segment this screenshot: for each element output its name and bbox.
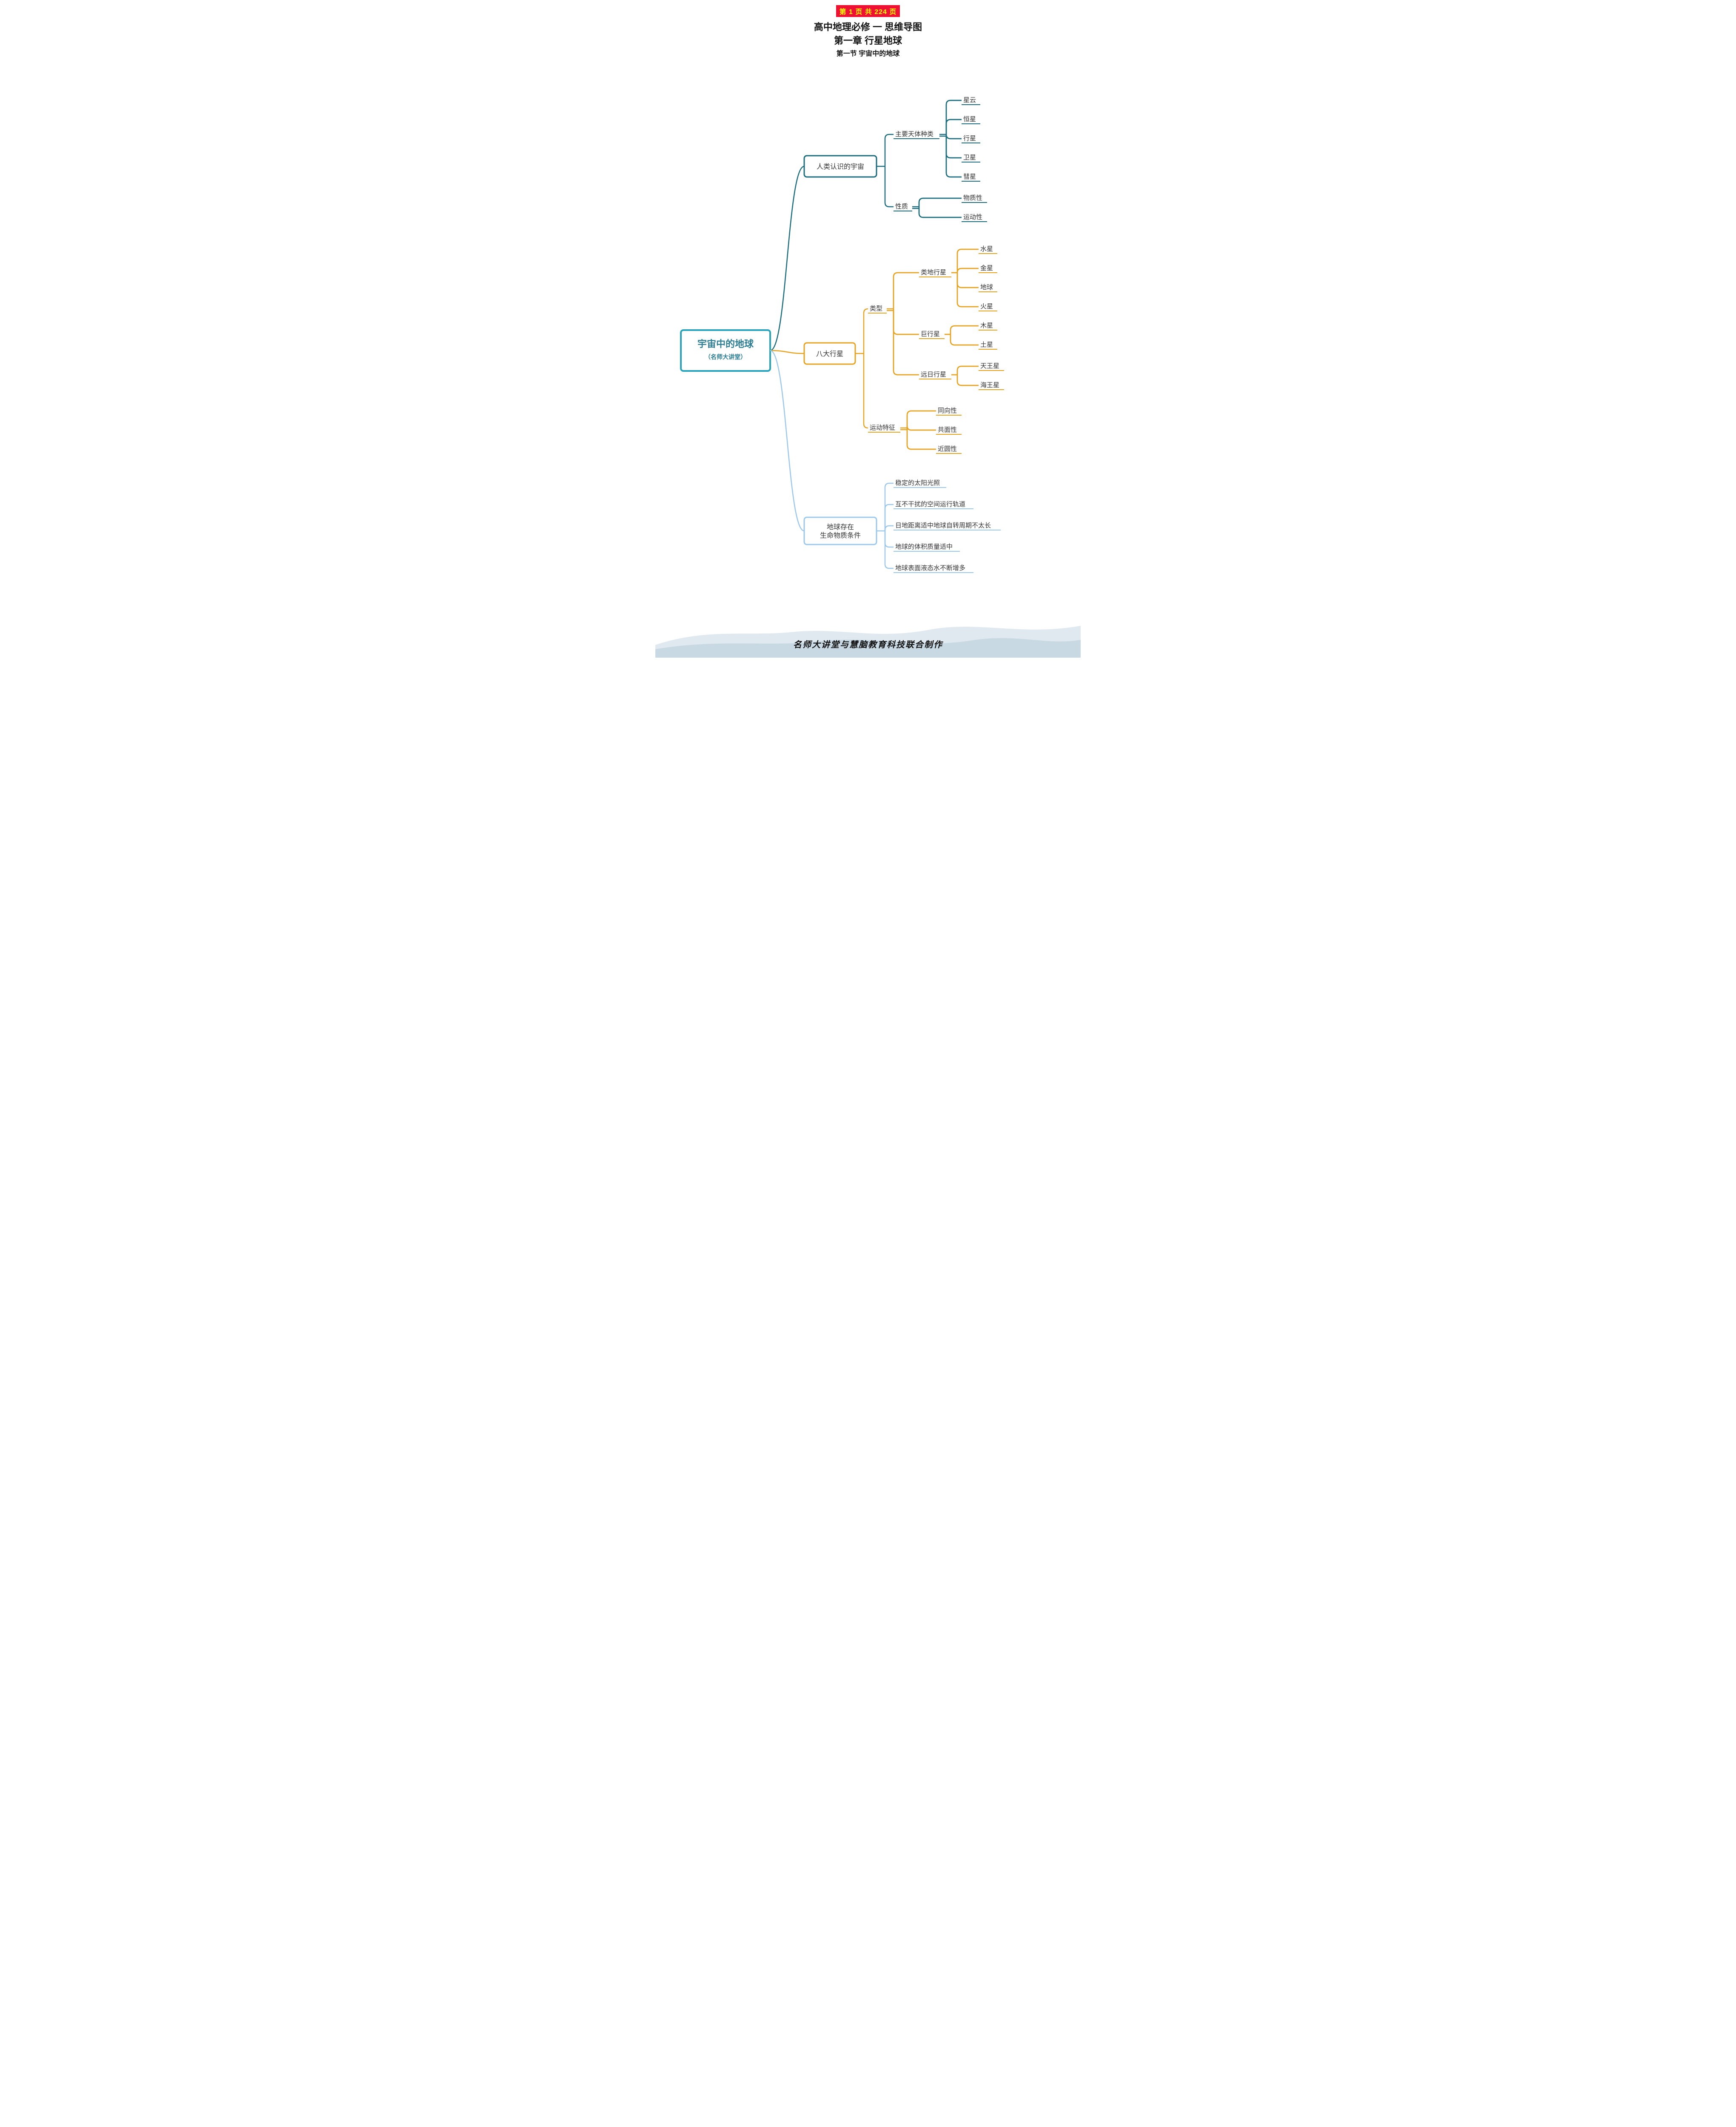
- connector: [946, 136, 962, 177]
- root-subtitle: （名师大讲堂）: [705, 354, 746, 360]
- connector: [957, 366, 979, 375]
- connector: [946, 100, 962, 136]
- header: 高中地理必修 一 思维导图 第一章 行星地球 第一节 宇宙中的地球: [655, 20, 1081, 58]
- leaf-label: 行星: [963, 135, 976, 142]
- branch-label: 人类认识的宇宙: [817, 163, 864, 171]
- leaf-label: 金星: [980, 265, 993, 272]
- leaf-label: 彗星: [963, 173, 976, 180]
- leaf-label: 运动性: [963, 214, 982, 221]
- connector: [770, 351, 804, 354]
- leaf-label: 互不干扰的空间运行轨道: [895, 501, 965, 508]
- footer: 名师大讲堂与慧脑教育科技联合制作: [655, 607, 1081, 658]
- branch-label: 生命物质条件: [820, 532, 861, 539]
- leaf-label: 类地行星: [921, 269, 946, 276]
- connector: [864, 354, 868, 428]
- connector: [894, 273, 919, 309]
- leaf-label: 天王星: [980, 362, 999, 370]
- leaf-label: 卫星: [963, 154, 976, 161]
- connector: [894, 273, 919, 311]
- leaf-label: 地球表面液态水不断增多: [895, 565, 965, 572]
- root-box: [681, 330, 770, 371]
- connector: [885, 166, 894, 207]
- connector: [907, 411, 936, 428]
- connector: [919, 208, 962, 217]
- leaf-label: 日地距离适中地球自转周期不太长: [895, 522, 991, 529]
- page: 第 1 页 共 224 页 高中地理必修 一 思维导图 第一章 行星地球 第一节…: [655, 5, 1081, 658]
- root-title: 宇宙中的地球: [697, 339, 754, 349]
- connector: [885, 531, 894, 568]
- connector: [946, 136, 962, 158]
- connector: [957, 375, 979, 385]
- branch-label: 地球存在: [827, 523, 854, 531]
- leaf-label: 土星: [980, 341, 993, 348]
- leaf-label: 共面性: [938, 426, 957, 433]
- connector: [907, 428, 936, 449]
- title-2: 第一章 行星地球: [655, 33, 1081, 47]
- connector: [951, 326, 979, 334]
- leaf-label: 星云: [963, 97, 976, 104]
- connector: [919, 207, 962, 217]
- connector: [951, 326, 979, 334]
- connector: [946, 120, 962, 134]
- leaf-label: 木星: [980, 322, 993, 329]
- leaf-label: 地球: [980, 284, 993, 291]
- connector: [770, 351, 804, 531]
- connector: [957, 268, 979, 273]
- leaf-label: 物质性: [963, 194, 982, 202]
- page-indicator: 第 1 页 共 224 页: [836, 5, 900, 17]
- leaf-label: 远日行星: [921, 371, 946, 378]
- leaf-label: 同向性: [938, 407, 957, 414]
- connector: [770, 166, 804, 351]
- title-3: 第一节 宇宙中的地球: [655, 48, 1081, 58]
- leaf-label: 性质: [895, 203, 908, 210]
- leaf-label: 类型: [870, 305, 882, 312]
- connector: [919, 198, 962, 207]
- leaf-label: 近圆性: [938, 445, 957, 453]
- connector: [957, 273, 979, 288]
- connector: [894, 311, 919, 334]
- connector: [894, 309, 919, 375]
- connector: [946, 100, 962, 134]
- branch-label: 八大行星: [816, 350, 843, 358]
- leaf-label: 水星: [980, 245, 993, 253]
- leaf-label: 稳定的太阳光照: [895, 479, 940, 487]
- connector: [946, 120, 962, 136]
- connector: [894, 309, 919, 334]
- leaf-label: 恒星: [963, 116, 976, 123]
- connector: [957, 268, 979, 273]
- connector: [864, 309, 868, 354]
- title-1: 高中地理必修 一 思维导图: [655, 20, 1081, 33]
- connector: [885, 134, 894, 166]
- connector: [885, 483, 894, 531]
- leaf-label: 海王星: [980, 382, 999, 389]
- connector: [907, 426, 936, 430]
- leaf-label: 火星: [980, 303, 993, 310]
- connector: [885, 531, 894, 547]
- branch-box: [804, 517, 877, 545]
- connector: [885, 526, 894, 531]
- connector: [919, 198, 962, 208]
- connector: [957, 366, 979, 375]
- connector: [957, 375, 979, 385]
- connector: [957, 273, 979, 288]
- leaf-label: 地球的体积质量适中: [895, 543, 953, 550]
- connector: [951, 334, 979, 345]
- connector: [957, 273, 979, 307]
- footer-text: 名师大讲堂与慧脑教育科技联合制作: [655, 638, 1081, 650]
- leaf-label: 主要天体种类: [895, 131, 933, 138]
- connector: [946, 134, 962, 139]
- mindmap-canvas: 宇宙中的地球 （名师大讲堂） 人类认识的宇宙 主要天体种类性质 星云恒星行星卫星彗星物质…: [655, 58, 1081, 602]
- connector: [946, 134, 962, 177]
- footer-hills: [655, 607, 1081, 658]
- connector: [957, 273, 979, 307]
- connector: [907, 426, 936, 430]
- connector: [957, 249, 979, 273]
- leaf-label: 巨行星: [921, 331, 940, 338]
- connector: [907, 411, 936, 430]
- leaf-label: 运动特征: [870, 424, 895, 431]
- connector: [957, 249, 979, 273]
- connector: [907, 430, 936, 449]
- connector: [894, 311, 919, 375]
- connector: [951, 334, 979, 345]
